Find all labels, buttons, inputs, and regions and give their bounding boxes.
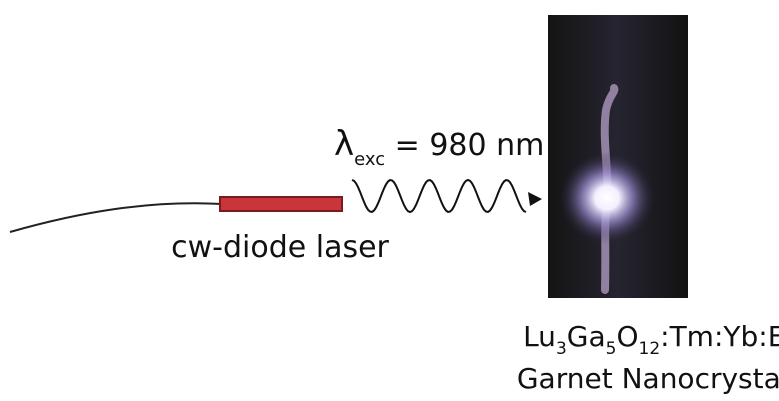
laser-label: cw-diode laser: [171, 230, 389, 265]
fiber: [10, 203, 222, 232]
formula-part: Lu: [523, 320, 556, 353]
formula-part: 12: [639, 339, 661, 359]
subscript: exc: [354, 149, 385, 170]
formula-part: 5: [606, 339, 617, 359]
formula-part: :Tm:Yb:Er: [660, 320, 779, 353]
formula-part: Ga: [567, 320, 606, 353]
symbol: λ: [334, 124, 354, 164]
wave: [352, 180, 526, 212]
excitation-label: λexc = 980 nm: [334, 124, 544, 170]
formula-part: 3: [556, 339, 567, 359]
emission-glow: [559, 152, 655, 244]
formula-part: O: [616, 320, 638, 353]
arrow-head: [528, 192, 542, 206]
diagram: cw-diode laser λexc = 980 nm Lu3Ga5O12:T…: [0, 0, 779, 401]
wavelength: = 980 nm: [385, 128, 544, 163]
formula: Lu3Ga5O12:Tm:Yb:Er: [523, 320, 779, 359]
laser: [220, 197, 342, 211]
sample-label: Garnet Nanocrystals: [517, 362, 779, 395]
